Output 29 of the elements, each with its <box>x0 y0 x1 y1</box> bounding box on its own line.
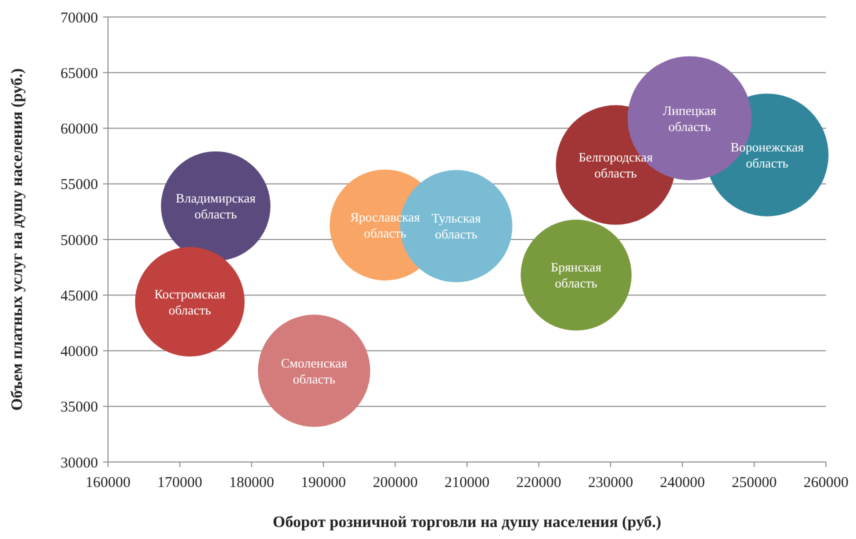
x-tick-label: 190000 <box>300 475 346 491</box>
series-label: Липецкая область <box>662 102 716 134</box>
x-tick-label: 220000 <box>516 475 562 491</box>
series-label: Воронежская область <box>730 140 804 170</box>
y-tick-label: 30000 <box>60 455 98 472</box>
y-tick-label: 35000 <box>60 400 98 416</box>
x-tick-label: 170000 <box>157 475 202 491</box>
series-label: Смоленская область <box>281 355 348 386</box>
y-tick-label: 60000 <box>60 122 98 138</box>
x-tick-label: 180000 <box>229 475 274 491</box>
x-tick-label: 160000 <box>86 475 130 491</box>
series-label: Костромская область <box>154 286 226 318</box>
series-label: Тульская область <box>432 210 481 242</box>
x-tick-label: 260000 <box>804 475 848 491</box>
y-tick-label: 45000 <box>60 288 98 304</box>
y-tick-label: 55000 <box>60 177 98 194</box>
y-tick-label: 50000 <box>60 232 98 249</box>
x-tick-label: 210000 <box>444 475 490 491</box>
x-tick-label: 240000 <box>660 475 705 491</box>
series-label: Брянская область <box>550 260 602 291</box>
y-tick-label: 40000 <box>60 344 98 360</box>
y-tick-label: 70000 <box>60 10 98 26</box>
series-label: Владимирская область <box>176 190 256 222</box>
x-tick-label: 230000 <box>588 475 634 491</box>
x-axis-title: Оборот розничной торговли на душу населения (руб.) <box>272 514 662 531</box>
x-tick-label: 200000 <box>372 475 418 491</box>
y-tick-label: 65000 <box>60 66 98 82</box>
y-axis-title: Объем платных услуг на душу населения (руб.) <box>9 68 26 411</box>
x-tick-label: 250000 <box>732 475 777 491</box>
